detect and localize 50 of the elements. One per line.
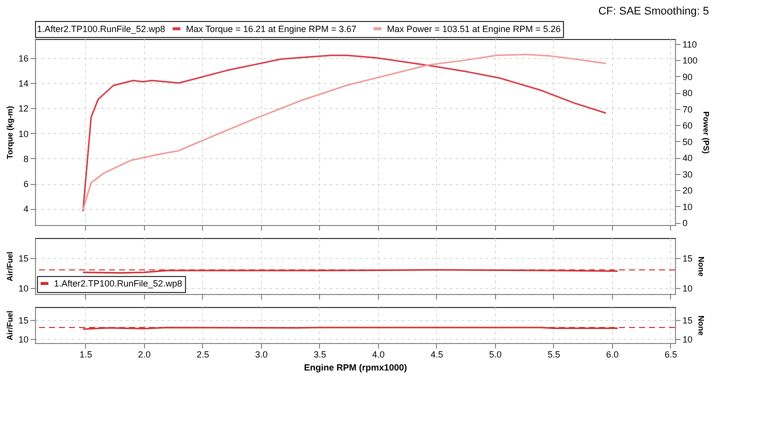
y2-axis-title: None bbox=[696, 316, 706, 336]
y2-tick-label: 20 bbox=[682, 186, 693, 196]
x-tick-label: 3.5 bbox=[314, 350, 326, 360]
y2-tick-label: 15 bbox=[682, 315, 693, 326]
y-tick-label: 8 bbox=[23, 154, 28, 164]
y2-axis-title: Power (PS) bbox=[702, 111, 711, 154]
x-tick-label: 2.0 bbox=[138, 350, 151, 360]
y2-tick-label: 30 bbox=[682, 169, 693, 180]
y-tick-label: 15 bbox=[18, 315, 28, 326]
x-tick-label: 4.0 bbox=[372, 350, 385, 360]
y-tick-label: 14 bbox=[18, 78, 28, 88]
y-tick-label: 6 bbox=[23, 179, 28, 190]
y-tick-label: 10 bbox=[18, 283, 28, 294]
y2-tick-label: 50 bbox=[682, 136, 693, 147]
chart-subtitle: CF: SAE Smoothing: 5 bbox=[598, 6, 710, 18]
y-tick-label: 12 bbox=[18, 104, 28, 114]
y2-tick-label: 80 bbox=[682, 88, 693, 98]
y2-tick-label: 100 bbox=[682, 56, 698, 66]
legend-label: 1.After2.TP100.RunFile_52.wp8 bbox=[54, 278, 182, 288]
y-tick-label: 10 bbox=[18, 334, 28, 345]
x-tick-label: 5.5 bbox=[548, 350, 560, 360]
y2-tick-label: 15 bbox=[682, 253, 693, 264]
y-tick-label: 4 bbox=[23, 204, 28, 214]
y2-tick-label: 110 bbox=[682, 39, 697, 50]
y2-axis-title: None bbox=[696, 256, 706, 278]
y-axis-title: Torque (kg-m) bbox=[5, 106, 14, 160]
y2-tick-label: 10 bbox=[682, 334, 693, 345]
y2-tick-label: 90 bbox=[682, 72, 693, 82]
legend-label: Max Torque = 16.21 at Engine RPM = 3.67 bbox=[186, 24, 356, 34]
y2-tick-label: 10 bbox=[682, 283, 693, 294]
y-tick-label: 15 bbox=[18, 253, 28, 264]
y-axis-title: Air/Fuel bbox=[5, 310, 14, 340]
y-axis-title: Air/Fuel bbox=[5, 252, 14, 282]
x-tick-label: 5.0 bbox=[489, 350, 502, 360]
y2-tick-label: 0 bbox=[682, 218, 688, 228]
legend-label: Max Power = 103.51 at Engine RPM = 5.26 bbox=[387, 24, 561, 34]
x-axis-title: Engine RPM (rpmx1000) bbox=[304, 362, 408, 372]
y-tick-label: 10 bbox=[18, 128, 28, 139]
x-tick-label: 2.5 bbox=[196, 350, 210, 360]
y2-tick-label: 40 bbox=[682, 153, 693, 164]
x-tick-label: 6.5 bbox=[664, 350, 678, 360]
y-tick-label: 16 bbox=[18, 53, 28, 64]
x-tick-label: 1.5 bbox=[80, 350, 92, 360]
y2-tick-label: 70 bbox=[682, 104, 693, 114]
x-tick-label: 6.0 bbox=[606, 350, 619, 360]
legend-title: 1.After2.TP100.RunFile_52.wp8 bbox=[37, 24, 166, 34]
x-tick-label: 4.5 bbox=[430, 350, 444, 360]
y2-tick-label: 10 bbox=[682, 202, 693, 212]
y2-tick-label: 60 bbox=[682, 120, 693, 131]
x-tick-label: 3.0 bbox=[255, 350, 268, 360]
